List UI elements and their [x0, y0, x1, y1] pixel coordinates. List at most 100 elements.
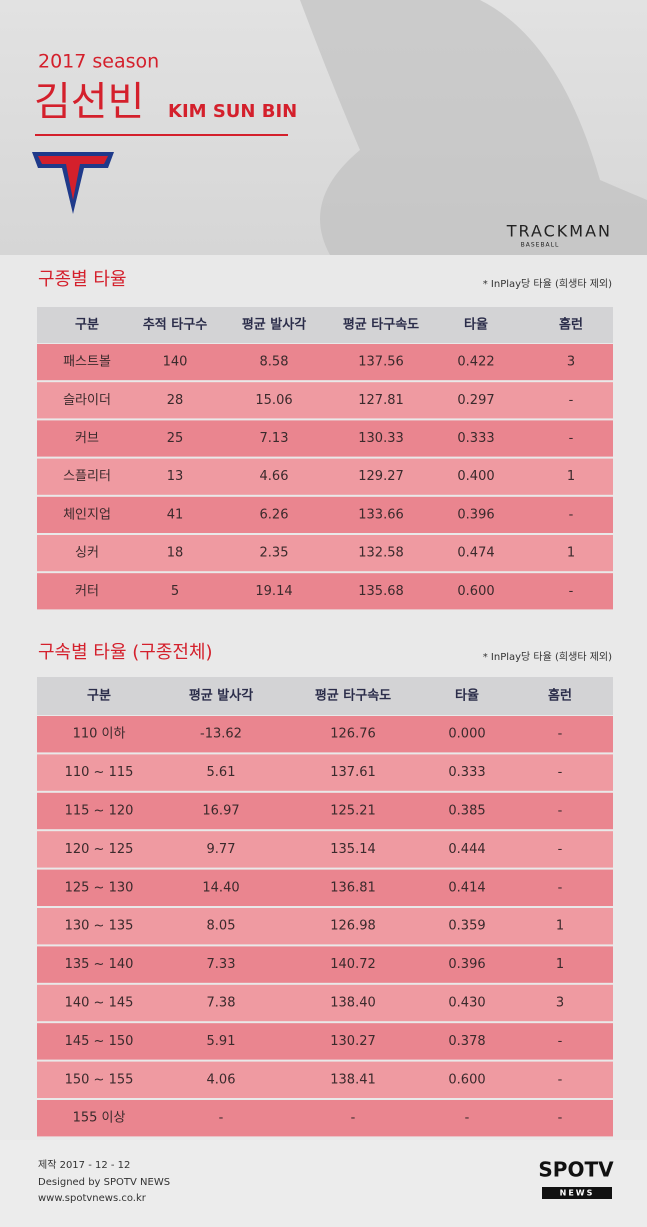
table-cell: 7.33 — [207, 957, 236, 972]
table-cell: 0.385 — [448, 804, 485, 819]
table-cell: 슬라이더 — [63, 393, 111, 408]
table-row — [37, 1023, 613, 1060]
table-cell: 1 — [567, 546, 575, 561]
table-cell: 1 — [556, 957, 564, 972]
footer-designer: Designed by SPOTV NEWS — [38, 1177, 170, 1188]
column-header: 추적 타구수 — [143, 317, 207, 333]
table-cell: 126.76 — [330, 727, 376, 742]
table-cell: - — [569, 584, 574, 599]
spotv-logo: SPOTV — [538, 1158, 614, 1182]
section-title: 구속별 타율 (구종전체) — [38, 642, 213, 663]
table-cell: 0.359 — [448, 919, 485, 934]
table-cell: 138.41 — [330, 1072, 376, 1087]
table-cell: - — [351, 1111, 356, 1126]
table-row — [37, 458, 613, 495]
table-cell: 커브 — [75, 431, 99, 446]
table-cell: 0.396 — [457, 507, 494, 522]
table-cell: 4.66 — [260, 469, 289, 484]
table-cell: - — [558, 765, 563, 780]
table-cell: 140 ~ 145 — [65, 996, 134, 1011]
table-cell: 14.40 — [202, 880, 239, 895]
table-row — [37, 344, 613, 381]
table-cell: - — [558, 880, 563, 895]
table-cell: 110 ~ 115 — [65, 765, 134, 780]
table-cell: 137.61 — [330, 765, 376, 780]
table-row — [37, 496, 613, 533]
table-cell: 130.33 — [358, 431, 404, 446]
table-row — [37, 908, 613, 945]
table-cell: 7.13 — [260, 431, 289, 446]
spotv-logo-sub: NEWS — [560, 1189, 595, 1198]
table-row — [37, 1061, 613, 1098]
table-cell: 135.14 — [330, 842, 376, 857]
table-cell: - — [558, 1111, 563, 1126]
table-header — [37, 307, 613, 343]
table-cell: 5.91 — [207, 1034, 236, 1049]
player-name-en: KIM SUN BIN — [168, 101, 297, 122]
table-row — [37, 984, 613, 1022]
table-cell: - — [558, 727, 563, 742]
player-photo — [300, 0, 647, 255]
table-cell: 127.81 — [358, 393, 404, 408]
table-cell: - — [558, 1072, 563, 1087]
table-cell: 18 — [167, 546, 184, 561]
column-header: 홈런 — [559, 317, 583, 333]
table-row — [37, 535, 613, 572]
table-cell: 0.297 — [457, 393, 494, 408]
table-cell: 16.97 — [202, 804, 239, 819]
table-cell: 8.58 — [260, 355, 289, 370]
table-cell: 3 — [567, 355, 575, 370]
column-header: 타율 — [464, 317, 488, 333]
player-name-ko: 김선빈 — [34, 79, 144, 125]
table-row — [37, 420, 613, 457]
season: 2017 season — [38, 51, 159, 73]
table-cell: 133.66 — [358, 507, 404, 522]
table-cell: 4.06 — [207, 1072, 236, 1087]
table-cell: 138.40 — [330, 996, 376, 1011]
table-cell: 0.333 — [457, 431, 494, 446]
table-row — [37, 573, 613, 610]
table-cell: 155 이상 — [73, 1111, 126, 1126]
table-cell: 132.58 — [358, 546, 404, 561]
table-cell: 5.61 — [207, 765, 236, 780]
table-row — [37, 1100, 613, 1137]
table-cell: - — [569, 393, 574, 408]
table-row — [37, 869, 613, 906]
table-cell: 13 — [167, 469, 184, 484]
section-note: * InPlay당 타율 (희생타 제외) — [483, 651, 612, 663]
table-cell: 115 ~ 120 — [65, 804, 134, 819]
table-cell: 커터 — [75, 584, 99, 599]
table-cell: 1 — [556, 919, 564, 934]
column-header: 평균 타구속도 — [343, 317, 419, 333]
table-cell: 125 ~ 130 — [65, 880, 134, 895]
table-cell: 135.68 — [358, 584, 404, 599]
table-cell: 0.396 — [448, 957, 485, 972]
table-cell: 120 ~ 125 — [65, 842, 134, 857]
table-cell: 3 — [556, 996, 564, 1011]
table-cell: 150 ~ 155 — [65, 1072, 134, 1087]
table-cell: 0.444 — [448, 842, 485, 857]
footer-background — [0, 1140, 647, 1227]
table-cell: 130 ~ 135 — [65, 919, 134, 934]
table-cell: 8.05 — [207, 919, 236, 934]
table-cell: 1 — [567, 469, 575, 484]
footer-url: www.spotvnews.co.kr — [38, 1193, 147, 1204]
table-cell: - — [558, 842, 563, 857]
table-cell: 125.21 — [330, 804, 376, 819]
table-cell: - — [219, 1111, 224, 1126]
footer-date: 제작 2017 - 12 - 12 — [38, 1159, 130, 1171]
table-cell: 0.422 — [457, 355, 494, 370]
table-cell: 6.26 — [260, 507, 289, 522]
column-header: 평균 발사각 — [242, 317, 306, 333]
column-header: 홈런 — [548, 688, 572, 704]
table-cell: 145 ~ 150 — [65, 1034, 134, 1049]
table-cell: 136.81 — [330, 880, 376, 895]
column-header: 구분 — [75, 318, 99, 333]
column-header: 구분 — [87, 689, 111, 704]
sponsor-sub: BASEBALL — [521, 242, 560, 249]
section-title: 구종별 타율 — [38, 269, 127, 290]
table-row — [37, 716, 613, 753]
table-cell: 0.600 — [448, 1072, 485, 1087]
column-header: 평균 타구속도 — [315, 688, 391, 704]
table-cell: 0.430 — [448, 996, 485, 1011]
